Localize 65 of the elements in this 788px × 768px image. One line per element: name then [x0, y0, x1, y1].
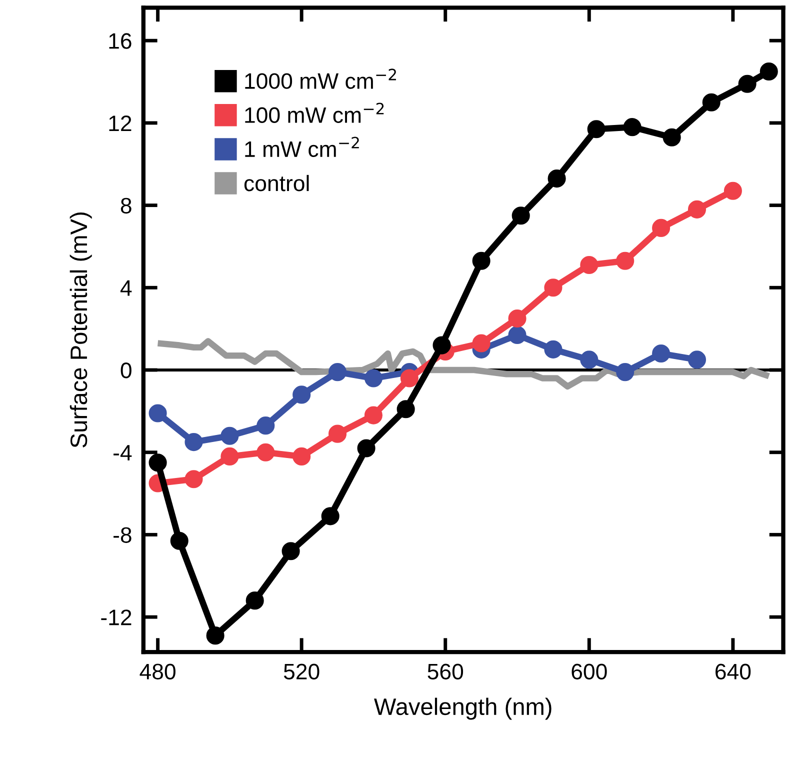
x-axis-title: Wavelength (nm) [374, 698, 552, 720]
point [220, 426, 239, 445]
y-tick-label: 16 [109, 33, 132, 49]
point [548, 170, 566, 188]
legend-label: 1000 mW cm$^{−2}$ [245, 68, 396, 89]
x-tick-label: 600 [572, 664, 607, 680]
point [357, 439, 376, 458]
point [738, 74, 756, 93]
point [432, 336, 451, 354]
point [702, 93, 720, 112]
point [760, 62, 778, 81]
point [148, 404, 167, 422]
y-tick-label: -8 [114, 527, 132, 543]
point [652, 344, 670, 363]
point [282, 542, 300, 560]
point [206, 626, 224, 645]
point [321, 507, 340, 526]
point [472, 252, 490, 270]
point [400, 369, 418, 388]
point [246, 592, 264, 610]
point [580, 350, 598, 369]
point [292, 447, 311, 466]
point [184, 470, 203, 488]
point [170, 532, 188, 550]
point [623, 118, 642, 136]
point [364, 369, 383, 388]
point [184, 433, 203, 452]
y-tick-label: 12 [109, 116, 132, 132]
y-tick-label: 0 [120, 362, 132, 378]
point [396, 400, 415, 418]
point [587, 120, 606, 138]
y-tick-label: -4 [114, 445, 132, 460]
legend-label: 1 mW cm$^{−2}$ [245, 136, 359, 158]
point [662, 128, 681, 146]
y-tick-label: 4 [120, 280, 132, 296]
point [508, 326, 526, 344]
point [148, 454, 167, 472]
point [688, 200, 706, 218]
point [724, 182, 742, 200]
x-tick-label: 520 [284, 664, 320, 680]
point [544, 278, 562, 297]
point [328, 424, 347, 443]
point [256, 443, 275, 462]
point [220, 447, 239, 466]
point [508, 310, 526, 328]
point [292, 386, 311, 404]
point [256, 416, 275, 435]
x-tick-label: 640 [716, 664, 751, 680]
point [472, 334, 490, 352]
point [616, 363, 634, 382]
point [512, 206, 530, 225]
point [580, 256, 598, 274]
point [364, 406, 383, 424]
point [652, 218, 670, 237]
x-tick-label: 480 [140, 664, 176, 680]
x-tick-label: 560 [428, 664, 464, 680]
y-tick-label: 8 [120, 198, 132, 214]
y-axis-title: Surface Potential (mV) [70, 212, 92, 448]
point [328, 363, 347, 382]
point [688, 350, 706, 369]
y-tick-label: -12 [101, 610, 132, 626]
point [616, 252, 634, 270]
point [544, 340, 562, 358]
legend-label: 100 mW cm$^{−2}$ [245, 102, 384, 123]
legend-label: control [244, 174, 309, 192]
